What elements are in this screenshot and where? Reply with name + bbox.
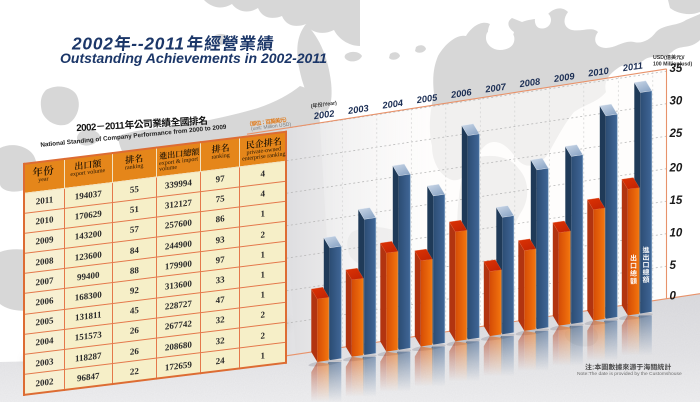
svg-text:20: 20 xyxy=(669,163,683,175)
svg-text:(: ( xyxy=(310,104,313,110)
svg-text:2009: 2009 xyxy=(552,71,576,84)
svg-text:)/: )/ xyxy=(681,55,685,61)
svg-text:export & import: export & import xyxy=(159,156,198,167)
svg-text:5: 5 xyxy=(670,260,677,272)
svg-text:2010: 2010 xyxy=(587,66,611,79)
svg-text:2003: 2003 xyxy=(346,103,370,116)
svg-text:ranking: ranking xyxy=(125,163,143,171)
svg-text:100 Million(usd): 100 Million(usd) xyxy=(653,62,692,68)
svg-text:2002: 2002 xyxy=(312,108,336,121)
svg-text:ranking: ranking xyxy=(211,153,229,161)
svg-text:15: 15 xyxy=(670,195,683,207)
svg-text::: : xyxy=(592,365,594,372)
svg-text:25: 25 xyxy=(669,128,683,140)
svg-text:2006: 2006 xyxy=(449,87,473,100)
svg-text:2007: 2007 xyxy=(484,82,508,95)
svg-text:2005: 2005 xyxy=(415,92,439,105)
svg-text:volume: volume xyxy=(159,165,177,173)
svg-text:2002: 2002 xyxy=(76,122,96,134)
svg-text:year: year xyxy=(38,176,48,183)
svg-text:2008: 2008 xyxy=(518,76,542,89)
svg-text:USD(: USD( xyxy=(653,55,666,61)
svg-text:private-owned: private-owned xyxy=(246,146,281,156)
svg-text:30: 30 xyxy=(670,96,683,108)
svg-text:0: 0 xyxy=(670,291,677,303)
svg-text:10: 10 xyxy=(670,228,683,240)
svg-text:export volume: export volume xyxy=(70,168,105,178)
svg-text:2011: 2011 xyxy=(105,120,126,132)
svg-text:2011: 2011 xyxy=(621,60,643,73)
svg-text:2004: 2004 xyxy=(381,98,405,111)
svg-text:/Year): /Year) xyxy=(322,100,337,108)
svg-text:2011: 2011 xyxy=(143,34,184,54)
svg-text:enterprise ranking: enterprise ranking xyxy=(242,151,285,162)
svg-text:--: -- xyxy=(131,34,144,54)
svg-text:2002: 2002 xyxy=(71,34,114,54)
svg-text:35: 35 xyxy=(670,63,683,75)
